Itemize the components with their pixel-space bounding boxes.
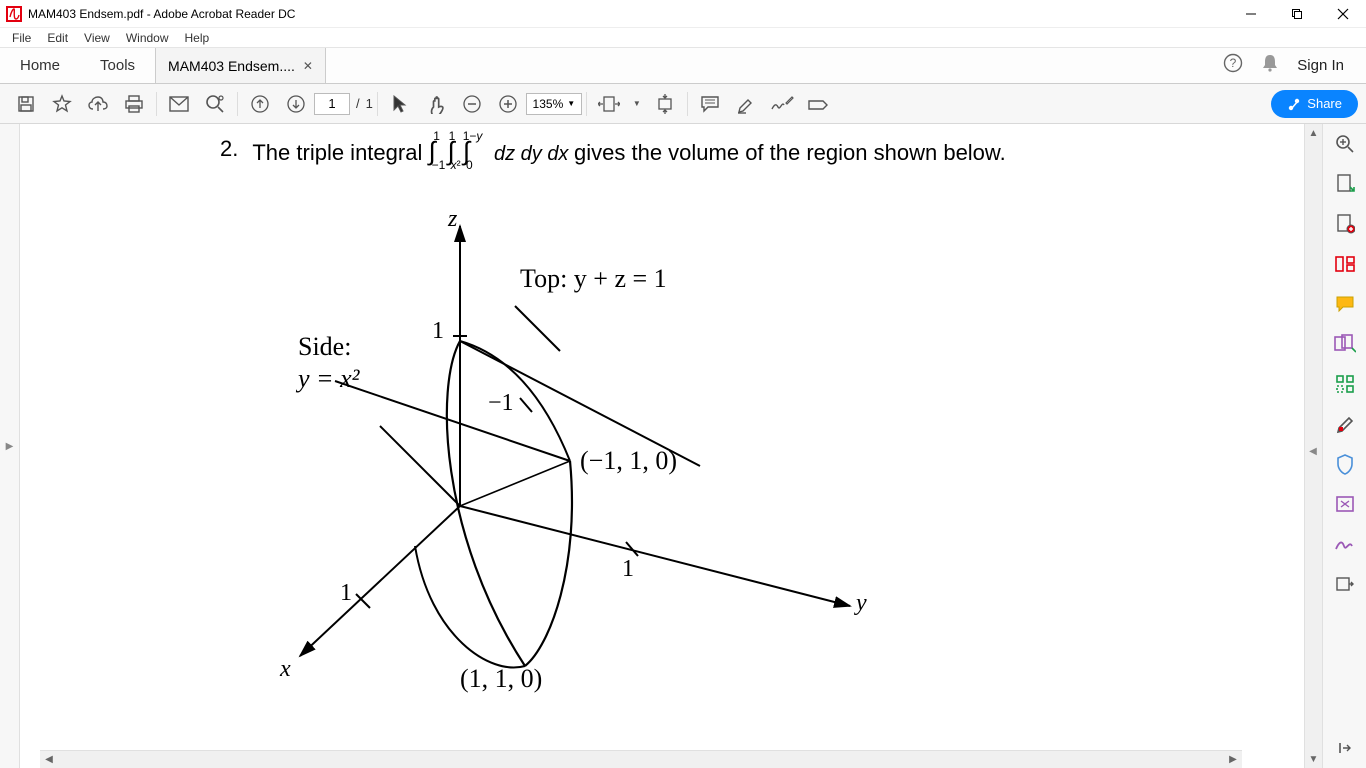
page-current-input[interactable]: [314, 93, 350, 115]
edit-pdf-icon[interactable]: [1333, 252, 1357, 276]
side-label-2: y = x²: [298, 364, 359, 394]
titlebar: MAM403 Endsem.pdf - Adobe Acrobat Reader…: [0, 0, 1366, 28]
zoom-out-icon[interactable]: [454, 84, 490, 124]
tab-close-icon[interactable]: ✕: [303, 59, 313, 73]
document-content: 2. The triple integral ∫−11 ∫x²1 ∫01−y d…: [20, 136, 1304, 168]
tab-tools[interactable]: Tools: [80, 48, 155, 83]
hand-icon[interactable]: [418, 84, 454, 124]
more-tools-icon[interactable]: [1333, 572, 1357, 596]
horizontal-scrollbar[interactable]: ◀ ▶: [40, 750, 1242, 768]
page-indicator: / 1: [314, 93, 373, 115]
print-icon[interactable]: [116, 84, 152, 124]
page-total: 1: [366, 96, 373, 111]
question-body: The triple integral ∫−11 ∫x²1 ∫01−y dz d…: [252, 136, 1005, 168]
menu-edit[interactable]: Edit: [39, 28, 76, 48]
fit-dropdown-icon[interactable]: ▼: [627, 84, 647, 124]
question-text: 2. The triple integral ∫−11 ∫x²1 ∫01−y d…: [220, 136, 1304, 168]
svg-text:?: ?: [1230, 56, 1237, 70]
zoom-value: 135%: [533, 97, 564, 111]
collapse-pane-icon[interactable]: [1333, 736, 1357, 760]
left-pane-toggle[interactable]: ▶: [0, 124, 20, 768]
y-axis-label: y: [856, 590, 867, 617]
tab-document-label: MAM403 Endsem....: [168, 58, 295, 74]
export-pdf-icon[interactable]: [1333, 172, 1357, 196]
redact-icon[interactable]: [1333, 412, 1357, 436]
acrobat-icon: [6, 6, 22, 22]
page-down-icon[interactable]: [278, 84, 314, 124]
point-neg1: (−1, 1, 0): [580, 446, 677, 476]
menu-help[interactable]: Help: [177, 28, 218, 48]
help-icon[interactable]: ?: [1223, 53, 1243, 78]
right-tools-pane: [1322, 124, 1366, 768]
content-area: ▶ 2. The triple integral ∫−11 ∫x²1 ∫01−y…: [0, 124, 1366, 768]
create-pdf-icon[interactable]: [1333, 212, 1357, 236]
scroll-down-icon[interactable]: ▼: [1305, 750, 1322, 768]
hscroll-track[interactable]: [58, 751, 1224, 768]
cloud-upload-icon[interactable]: [80, 84, 116, 124]
close-button[interactable]: [1320, 0, 1366, 28]
bell-icon[interactable]: [1261, 53, 1279, 78]
combine-icon[interactable]: [1333, 332, 1357, 356]
star-icon[interactable]: [44, 84, 80, 124]
chevron-down-icon: ▼: [567, 99, 575, 108]
z-axis-label: z: [448, 206, 457, 233]
zoom-in-icon[interactable]: [490, 84, 526, 124]
scroll-left-icon[interactable]: ◀: [40, 751, 58, 768]
fit-width-icon[interactable]: [591, 84, 627, 124]
page-sep: /: [356, 96, 360, 111]
menu-file[interactable]: File: [4, 28, 39, 48]
comment-tool-icon[interactable]: [1333, 292, 1357, 316]
y-one-label: 1: [622, 556, 634, 583]
scroll-right-icon[interactable]: ▶: [1224, 751, 1242, 768]
sign-in-link[interactable]: Sign In: [1297, 57, 1344, 74]
compress-icon[interactable]: [1333, 492, 1357, 516]
sign-icon[interactable]: [764, 84, 800, 124]
fill-sign-icon[interactable]: [1333, 532, 1357, 556]
tabs-right: ? Sign In: [1223, 48, 1366, 83]
window-title: MAM403 Endsem.pdf - Adobe Acrobat Reader…: [28, 7, 295, 21]
top-plane-label: Top: y + z = 1: [520, 264, 667, 294]
protect-icon[interactable]: [1333, 452, 1357, 476]
stamp-icon[interactable]: [800, 84, 836, 124]
tabs-row: Home Tools MAM403 Endsem.... ✕ ? Sign In: [0, 48, 1366, 84]
side-label-1: Side:: [298, 332, 351, 362]
fit-page-icon[interactable]: [647, 84, 683, 124]
highlight-icon[interactable]: [728, 84, 764, 124]
share-button[interactable]: Share: [1271, 90, 1358, 118]
menubar: File Edit View Window Help: [0, 28, 1366, 48]
save-icon[interactable]: [8, 84, 44, 124]
window-controls: [1228, 0, 1366, 28]
zoom-select[interactable]: 135% ▼: [526, 93, 582, 115]
z-one-label: 1: [432, 318, 444, 345]
comment-icon[interactable]: [692, 84, 728, 124]
find-icon[interactable]: [197, 84, 233, 124]
toolbar: / 1 135% ▼ ▼ Share: [0, 84, 1366, 124]
chevron-right-icon: ▶: [6, 441, 14, 452]
minimize-button[interactable]: [1228, 0, 1274, 28]
tab-document[interactable]: MAM403 Endsem.... ✕: [155, 48, 326, 83]
point-pos1: (1, 1, 0): [460, 664, 542, 694]
menu-window[interactable]: Window: [118, 28, 177, 48]
tab-home[interactable]: Home: [0, 48, 80, 83]
x-axis-label: x: [280, 656, 291, 683]
right-pane-toggle[interactable]: ◀: [1304, 446, 1322, 457]
titlebar-left: MAM403 Endsem.pdf - Adobe Acrobat Reader…: [0, 6, 295, 22]
figure-region: z Top: y + z = 1 1 Side: y = x² −1 (−1, …: [270, 206, 910, 726]
x-one-label: 1: [340, 580, 352, 607]
page-up-icon[interactable]: [242, 84, 278, 124]
menu-view[interactable]: View: [76, 28, 118, 48]
scroll-up-icon[interactable]: ▲: [1305, 124, 1322, 142]
neg-one-label: −1: [488, 390, 514, 417]
organize-icon[interactable]: [1333, 372, 1357, 396]
pointer-icon[interactable]: [382, 84, 418, 124]
share-label: Share: [1307, 96, 1342, 111]
page-area[interactable]: 2. The triple integral ∫−11 ∫x²1 ∫01−y d…: [20, 124, 1304, 768]
zoom-tool-icon[interactable]: [1333, 132, 1357, 156]
maximize-button[interactable]: [1274, 0, 1320, 28]
question-number: 2.: [220, 136, 238, 168]
email-icon[interactable]: [161, 84, 197, 124]
